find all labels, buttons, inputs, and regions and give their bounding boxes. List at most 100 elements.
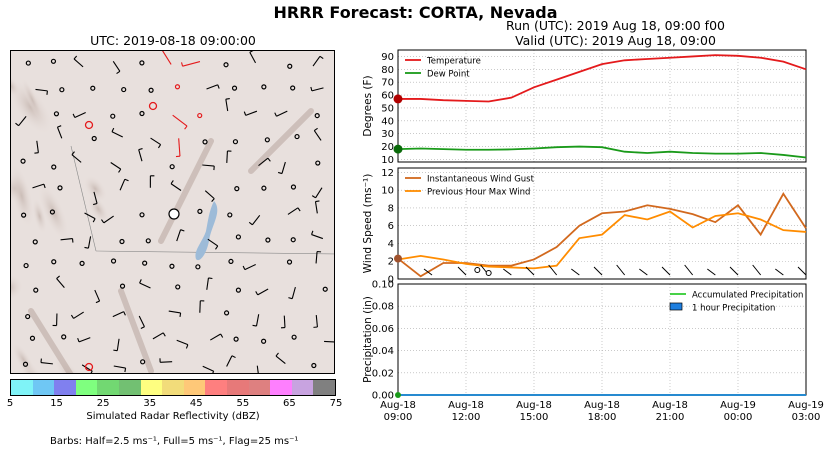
wind-barb-feather [319,55,324,60]
calm-circle [84,120,94,130]
wind-barb [172,114,188,127]
wind-barb [315,251,318,264]
y-axis-label: Precipitation (in) [362,296,374,383]
colorbar-swatch [11,380,33,395]
terrain-ridge [32,198,47,234]
x-tick-label: Aug-18 [380,400,416,411]
run-title: Run (UTC): 2019 Aug 18, 09:00 f00 Valid … [398,18,831,48]
wind-barb-feather [215,245,219,250]
wind-barb [258,157,269,167]
calm-circle [231,85,238,91]
calm-circle [235,287,242,293]
wind-barb-feather [162,332,166,337]
wind-barb-feather [275,352,279,357]
wind-barb [182,61,201,67]
y-tick-label: 10 [381,186,394,197]
wind-barb [56,126,63,139]
wind-barb [593,266,603,276]
colorbar-swatch [118,380,141,395]
calm-circle [32,239,38,245]
state-border [95,250,334,255]
wind-barb-feather [170,180,174,185]
series-line [397,145,807,159]
wind-barb-feather [243,111,247,116]
calm-circle [175,284,181,290]
y-tick-label: 12 [381,168,394,179]
wind-barb-feather [34,152,39,154]
current-marker [393,94,403,104]
y-tick-label: 2 [388,257,394,268]
wind-barb [160,361,173,363]
colorbar-swatch [97,380,119,395]
colorbar-tick-label: 45 [189,398,203,409]
calm-circle [49,209,56,215]
terrain-ridge [248,108,314,174]
calm-circle [474,267,481,273]
wind-barb [291,286,296,299]
wind-barb [571,268,580,276]
wind-barb-feather [124,367,127,373]
y-tick-label: 30 [381,129,394,140]
wind-barb [616,264,626,276]
wind-barb [18,116,27,127]
wind-barb-feather [249,51,254,53]
wind-barb [255,314,260,327]
wind-barb [210,333,221,341]
calm-circle [314,112,320,119]
calm-circle [294,133,300,140]
wind-barb [311,234,324,240]
x-tick-label: 15:00 [520,412,549,423]
wind-barb [548,264,558,276]
calm-circle [195,264,201,270]
calm-circle [290,237,296,243]
colorbar-tick-label: 35 [143,398,157,409]
y-tick-label: 60 [381,91,394,102]
chart-panel: 0.00 0.02 0.04 0.06 0.08 0.10 Precipitation (i… [362,280,807,402]
calm-circle [51,259,57,265]
colorbar [10,379,336,396]
y-tick-label: 0.00 [372,391,394,402]
wind-barb [775,268,784,276]
calm-circle [139,60,145,66]
wind-barb-feather [118,168,122,173]
current-marker [395,392,401,398]
wind-barb-feather [43,183,46,189]
wind-barb [225,99,229,112]
calm-circle [235,234,241,240]
wind-barb-feather [73,55,78,60]
wind-barb-feather [111,127,115,132]
y-tick-label: 6 [388,221,394,232]
wind-barb [150,137,161,146]
x-tick-label: 09:00 [384,412,413,423]
wind-barb [178,138,181,157]
colorbar-tick-label: 65 [283,398,296,409]
legend-entry: Dew Point [427,70,470,80]
wind-barb-feather [92,218,96,223]
calm-circle [79,260,85,266]
wind-barb [112,61,121,72]
wind-barb-feather [208,277,213,280]
calm-circle [61,334,67,340]
wind-barb [94,289,101,302]
calm-circle [265,237,271,243]
wind-barb-feather [140,326,145,330]
calm-circle [228,258,234,265]
calm-circle [197,112,203,119]
wind-barb [661,266,671,276]
calm-circle [142,260,148,266]
wind-barb-feather [56,275,60,279]
wind-barb [138,149,143,162]
calm-circle [21,212,27,218]
wind-barb-feather [157,144,162,149]
legend-entry: Previous Hour Max Wind [427,188,530,198]
wind-barb [311,87,324,92]
y-tick-label: 90 [381,52,394,63]
wind-barb [32,183,45,189]
calm-circle [29,335,36,341]
calm-circle [223,310,230,316]
calm-circle [23,262,29,269]
lake [195,201,218,261]
y-tick-label: 10 [381,155,394,166]
wind-barb [324,340,334,343]
wind-barb [423,268,433,276]
